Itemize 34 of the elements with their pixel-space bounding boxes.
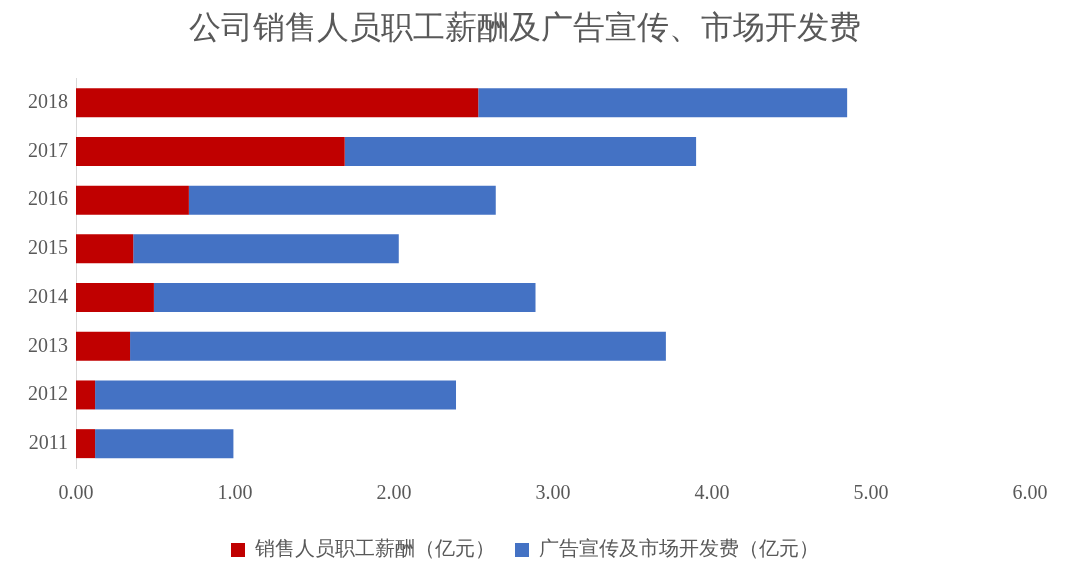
chart-title: 公司销售人员职工薪酬及广告宣传、市场开发费 xyxy=(189,8,861,45)
y-tick-label: 2018 xyxy=(28,90,68,112)
x-tick-label: 4.00 xyxy=(694,481,730,504)
bar xyxy=(95,429,234,459)
x-tick-label: 6.00 xyxy=(1012,481,1048,504)
bar xyxy=(76,185,189,215)
bar xyxy=(153,283,536,313)
y-tick-label: 2015 xyxy=(28,236,68,259)
bar xyxy=(76,331,131,361)
x-tick-label: 0.00 xyxy=(58,481,94,504)
x-tick-label: 3.00 xyxy=(535,481,571,504)
bar xyxy=(95,380,457,410)
bar xyxy=(76,88,479,118)
bar xyxy=(76,234,134,264)
x-tick-label: 2.00 xyxy=(376,481,412,504)
legend-label: 广告宣传及市场开发费（亿元） xyxy=(539,537,819,560)
x-tick-label: 5.00 xyxy=(853,481,889,504)
y-tick-label: 2017 xyxy=(28,138,68,161)
bar xyxy=(188,185,496,215)
bar xyxy=(76,380,96,410)
bar xyxy=(133,234,399,264)
y-tick-label: 2016 xyxy=(28,187,68,210)
bar xyxy=(344,136,697,166)
bar xyxy=(478,88,848,118)
legend-label: 销售人员职工薪酬（亿元） xyxy=(254,537,495,560)
y-tick-label: 2011 xyxy=(28,430,68,453)
x-tick-label: 1.00 xyxy=(217,481,253,504)
y-tick-label: 2013 xyxy=(28,333,68,356)
bar xyxy=(130,331,666,361)
bar xyxy=(76,429,96,459)
y-tick-label: 2014 xyxy=(28,284,68,307)
bar xyxy=(76,283,154,313)
bar xyxy=(76,136,345,166)
y-tick-label: 2012 xyxy=(28,382,68,405)
